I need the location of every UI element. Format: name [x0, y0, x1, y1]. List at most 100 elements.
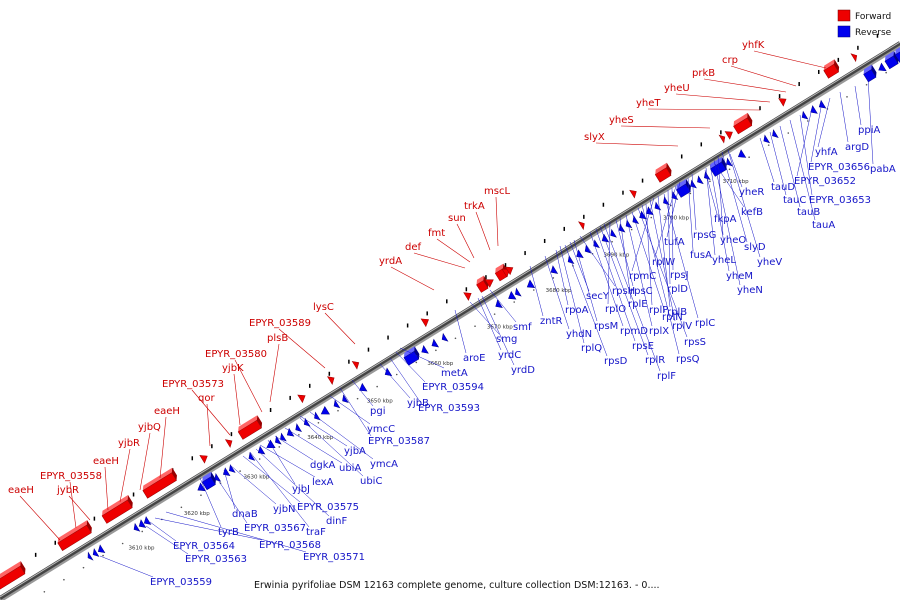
forward-gene-block	[327, 376, 335, 385]
forward-gene-label: fmt	[428, 228, 445, 239]
reverse-gene-block	[618, 223, 626, 233]
reverse-gene-label: rpsG	[693, 230, 716, 241]
reverse-gene-label: aroE	[463, 353, 485, 364]
reverse-gene-block	[441, 332, 449, 342]
forward-gene-label: yjbK	[222, 363, 244, 374]
reverse-leader-line	[165, 511, 307, 553]
forward-gene-label: yheU	[664, 83, 690, 94]
reverse-gene-block	[133, 522, 141, 532]
forward-leader-line	[436, 238, 471, 263]
reverse-gene-label: yheL	[712, 255, 736, 266]
reverse-gene-label: tyrB	[218, 527, 239, 538]
reverse-leader-line	[395, 351, 426, 383]
forward-gene-block	[463, 292, 472, 301]
reverse-gene-block	[421, 345, 429, 354]
strand-dot	[552, 277, 555, 279]
strand-dot	[317, 421, 320, 424]
reverse-gene-block	[320, 405, 330, 415]
reverse-leader-line	[489, 289, 517, 323]
strand-dot	[376, 385, 378, 388]
reverse-gene-block	[663, 196, 670, 206]
reverse-gene-label: fkpA	[714, 214, 737, 225]
reverse-gene-label: rpmC	[629, 271, 656, 282]
reverse-gene-label: rplF	[657, 371, 676, 382]
reverse-leader-line	[481, 295, 515, 366]
reverse-gene-label: zntR	[540, 316, 563, 327]
scale-tick-label: 3650 kbp	[367, 398, 393, 404]
strand-dot	[258, 458, 261, 460]
forward-gene-label: yjbQ	[138, 422, 161, 433]
forward-gene-label: yhfK	[742, 40, 765, 51]
strand-dot	[630, 228, 633, 231]
reverse-gene-label: rplW	[652, 257, 675, 268]
forward-gene-label: plsB	[267, 333, 288, 344]
forward-gene-block	[850, 53, 858, 63]
reverse-gene-block	[257, 445, 266, 455]
forward-gene-block	[297, 394, 306, 404]
reverse-gene-label: EPYR_03653	[809, 195, 871, 206]
reverse-leader-line	[255, 448, 330, 517]
reverse-gene-block	[138, 519, 147, 528]
reverse-leader-line	[215, 476, 248, 524]
reverse-gene-label: traF	[306, 527, 326, 538]
reverse-gene-label: EPYR_03563	[185, 554, 247, 565]
forward-leader-line	[620, 125, 711, 129]
reverse-leader-line	[704, 169, 718, 215]
reverse-gene-block	[314, 411, 321, 421]
forward-gene-label: slyX	[584, 132, 605, 143]
reverse-gene-label: yhdN	[566, 329, 592, 340]
reverse-gene-label: yjbN	[273, 504, 296, 515]
reverse-leader-line	[769, 131, 787, 196]
forward-gene-block	[629, 189, 637, 199]
reverse-gene-label: ymcA	[370, 459, 398, 470]
reverse-gene-block	[726, 157, 733, 167]
reverse-gene-block	[97, 544, 106, 554]
reverse-leader-line	[564, 244, 608, 357]
reverse-gene-label: rpsH	[612, 286, 635, 297]
reverse-gene-label: EPYR_03571	[303, 552, 365, 563]
reverse-gene-block	[201, 471, 216, 491]
reverse-gene-block	[610, 228, 617, 238]
reverse-gene-block	[359, 382, 368, 392]
forward-gene-label: def	[405, 242, 422, 253]
forward-gene-label: EPYR_03580	[205, 349, 267, 360]
legend-reverse-label: Reverse	[855, 28, 892, 38]
reverse-leader-line	[721, 151, 748, 243]
reverse-gene-label: yheO	[720, 235, 746, 246]
reverse-leader-line	[817, 97, 831, 148]
scale-tick-label: 3700 kbp	[663, 216, 689, 222]
reverse-gene-label: rpmD	[620, 326, 648, 337]
forward-leader-line	[675, 93, 771, 103]
forward-gene-block	[823, 59, 840, 79]
reverse-leader-line	[599, 225, 649, 356]
reverse-leader-line	[717, 155, 724, 236]
reverse-leader-line	[839, 91, 849, 143]
reverse-leader-line	[329, 395, 371, 425]
reverse-leader-line	[154, 517, 263, 541]
forward-gene-label: jybR	[56, 485, 79, 496]
forward-leader-line	[703, 78, 787, 93]
reverse-gene-label: EPYR_03559	[150, 577, 212, 588]
scale-tick-label: 3610 kbp	[129, 545, 155, 551]
reverse-leader-line	[339, 387, 372, 437]
reverse-gene-block	[295, 423, 303, 432]
reverse-gene-block	[894, 45, 900, 63]
reverse-gene-block	[801, 110, 809, 120]
forward-gene-label: EPYR_03573	[162, 379, 224, 390]
forward-gene-block	[420, 318, 429, 328]
reverse-gene-block	[92, 548, 100, 557]
reverse-gene-label: EPYR_03593	[418, 403, 480, 414]
strand-dot	[63, 578, 65, 581]
reverse-gene-label: tauC	[783, 195, 806, 206]
strand-dot	[767, 144, 770, 146]
reverse-gene-label: tauB	[797, 207, 820, 218]
strand-dot	[278, 446, 281, 448]
reverse-leader-line	[145, 525, 189, 555]
strand-dot	[885, 71, 887, 74]
reverse-gene-label: secY	[586, 291, 610, 302]
forward-gene-label: eaeH	[154, 406, 180, 417]
reverse-leader-line	[389, 357, 422, 404]
forward-leader-line	[456, 223, 475, 259]
forward-gene-label: prkB	[692, 68, 715, 79]
